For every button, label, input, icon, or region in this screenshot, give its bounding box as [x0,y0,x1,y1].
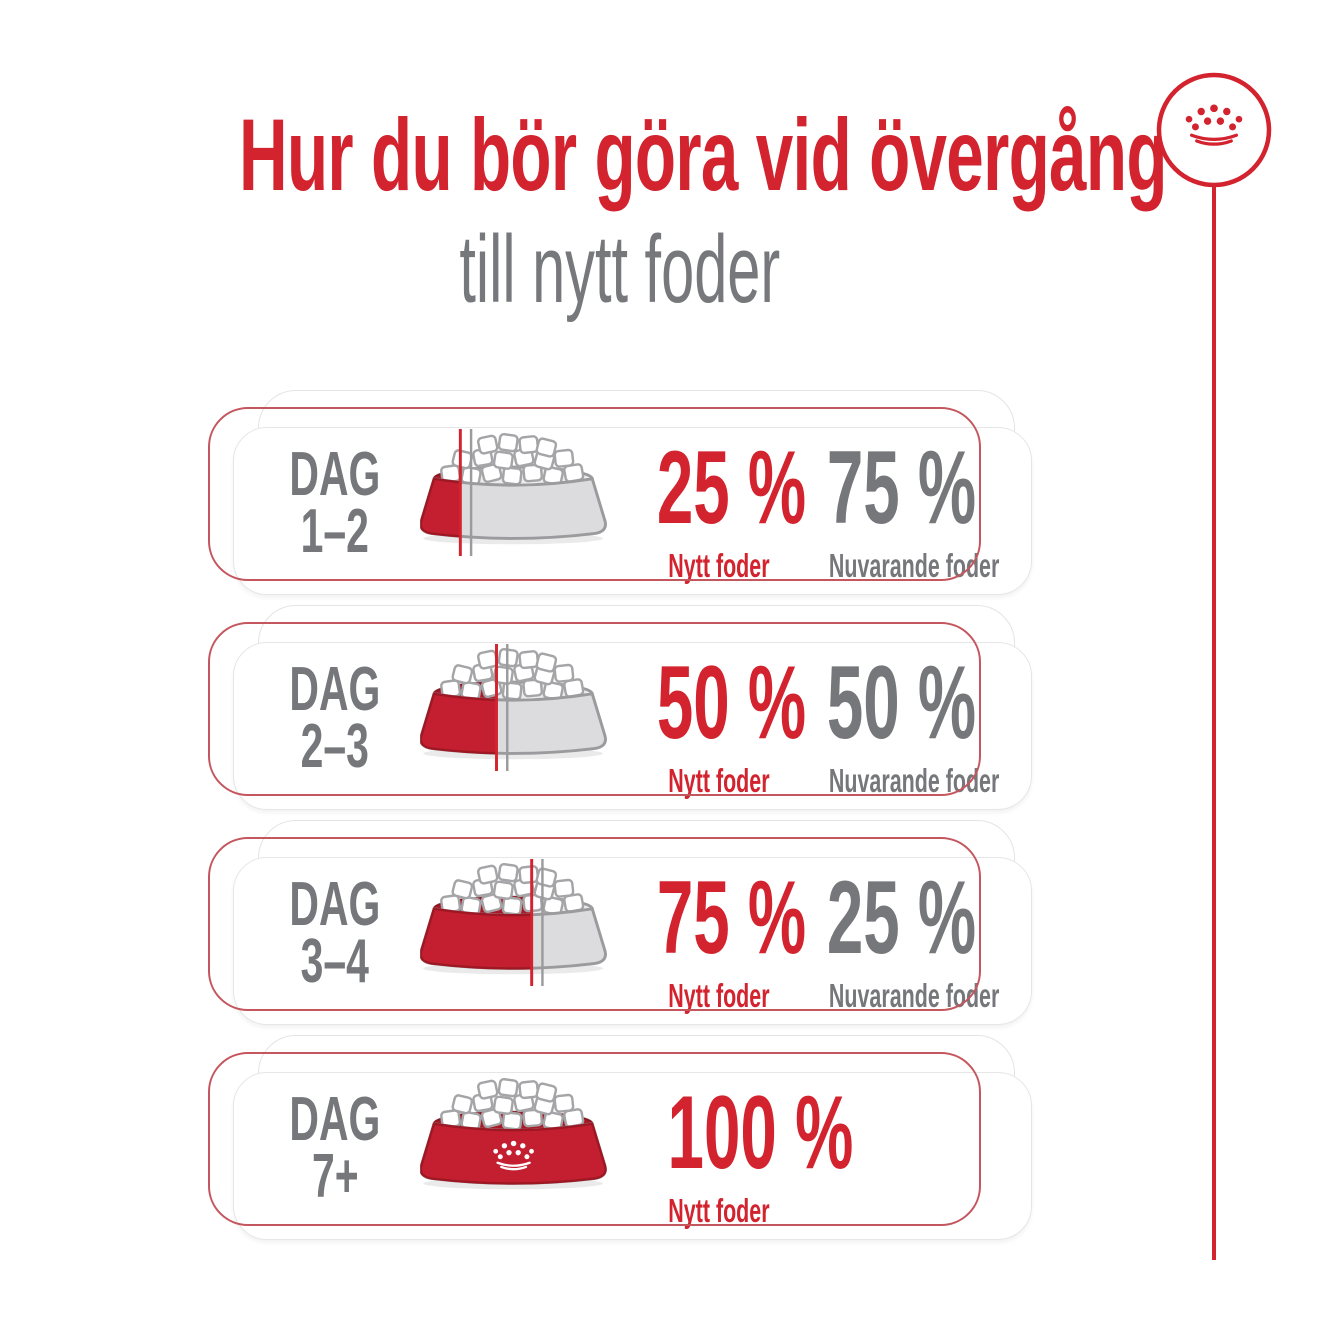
header: Hur du bör göra vid övergång [0,104,1240,206]
transition-steps: DAG 1–2 [208,390,1038,1250]
new-food-block: 75 % Nytt foder [613,866,825,1012]
food-bowl-icon [420,1077,607,1190]
day-range: 7+ [311,1142,359,1212]
card-front-layer [233,857,1032,1025]
kibble-icon [440,862,585,916]
transition-step-row: DAG 7+ [208,1035,1038,1250]
day-word: DAG [289,440,381,509]
new-food-block: 100 % Nytt foder [613,1075,854,1229]
food-bowl-icon [420,428,607,557]
transition-step-row: DAG 3–4 [208,820,1038,1035]
day-range: 2–3 [300,712,370,782]
day-word: DAG [289,870,381,939]
day-range: 3–4 [300,927,370,997]
current-food-block: 25 % Nuvarande foder [783,860,1000,1014]
new-food-label: Nytt foder [668,1192,770,1229]
food-bowl-icon [420,858,607,987]
current-food-percent: 25 % [826,860,977,976]
day-label: DAG 7+ [250,1085,420,1212]
food-bowl-icon [420,643,607,772]
new-food-percent: 75 % [656,860,807,976]
transition-step-row: DAG 1–2 [208,390,1038,605]
page-subtitle: till nytt foder [459,216,781,323]
new-food-percent: 50 % [656,645,807,761]
kibble-icon [440,1077,585,1131]
new-food-label: Nytt foder [668,762,770,799]
current-food-block: 75 % Nuvarande foder [783,430,1000,584]
day-label: DAG 2–3 [250,655,420,782]
new-food-percent: 100 % [667,1075,854,1191]
current-food-label: Nuvarande foder [828,762,1000,799]
day-label: DAG 1–2 [250,440,420,567]
current-food-percent: 75 % [826,430,977,546]
current-food-percent: 50 % [826,645,977,761]
transition-step-row: DAG 2–3 [208,605,1038,820]
card-front-layer [233,427,1032,595]
vertical-accent-line [1212,186,1216,1260]
new-food-block: 25 % Nytt foder [613,436,825,582]
new-food-label: Nytt foder [668,977,770,1014]
current-food-block: 50 % Nuvarande foder [783,645,1000,799]
current-food-label: Nuvarande foder [828,977,1000,1014]
royal-canin-crown-logo-icon [1156,72,1272,188]
new-food-block: 50 % Nytt foder [613,651,825,797]
day-range: 1–2 [300,497,370,567]
current-food-label: Nuvarande foder [828,547,1000,584]
new-food-label: Nytt foder [668,547,770,584]
kibble-icon [440,647,585,701]
new-food-percent: 25 % [656,430,807,546]
card-front-layer [233,642,1032,810]
day-label: DAG 3–4 [250,870,420,997]
page-title: Hur du bör göra vid övergång [238,98,1167,212]
card-front-layer [233,1072,1032,1240]
day-word: DAG [289,655,381,724]
kibble-icon [440,432,585,486]
subheader: till nytt foder [0,222,1240,318]
day-word: DAG [289,1085,381,1154]
